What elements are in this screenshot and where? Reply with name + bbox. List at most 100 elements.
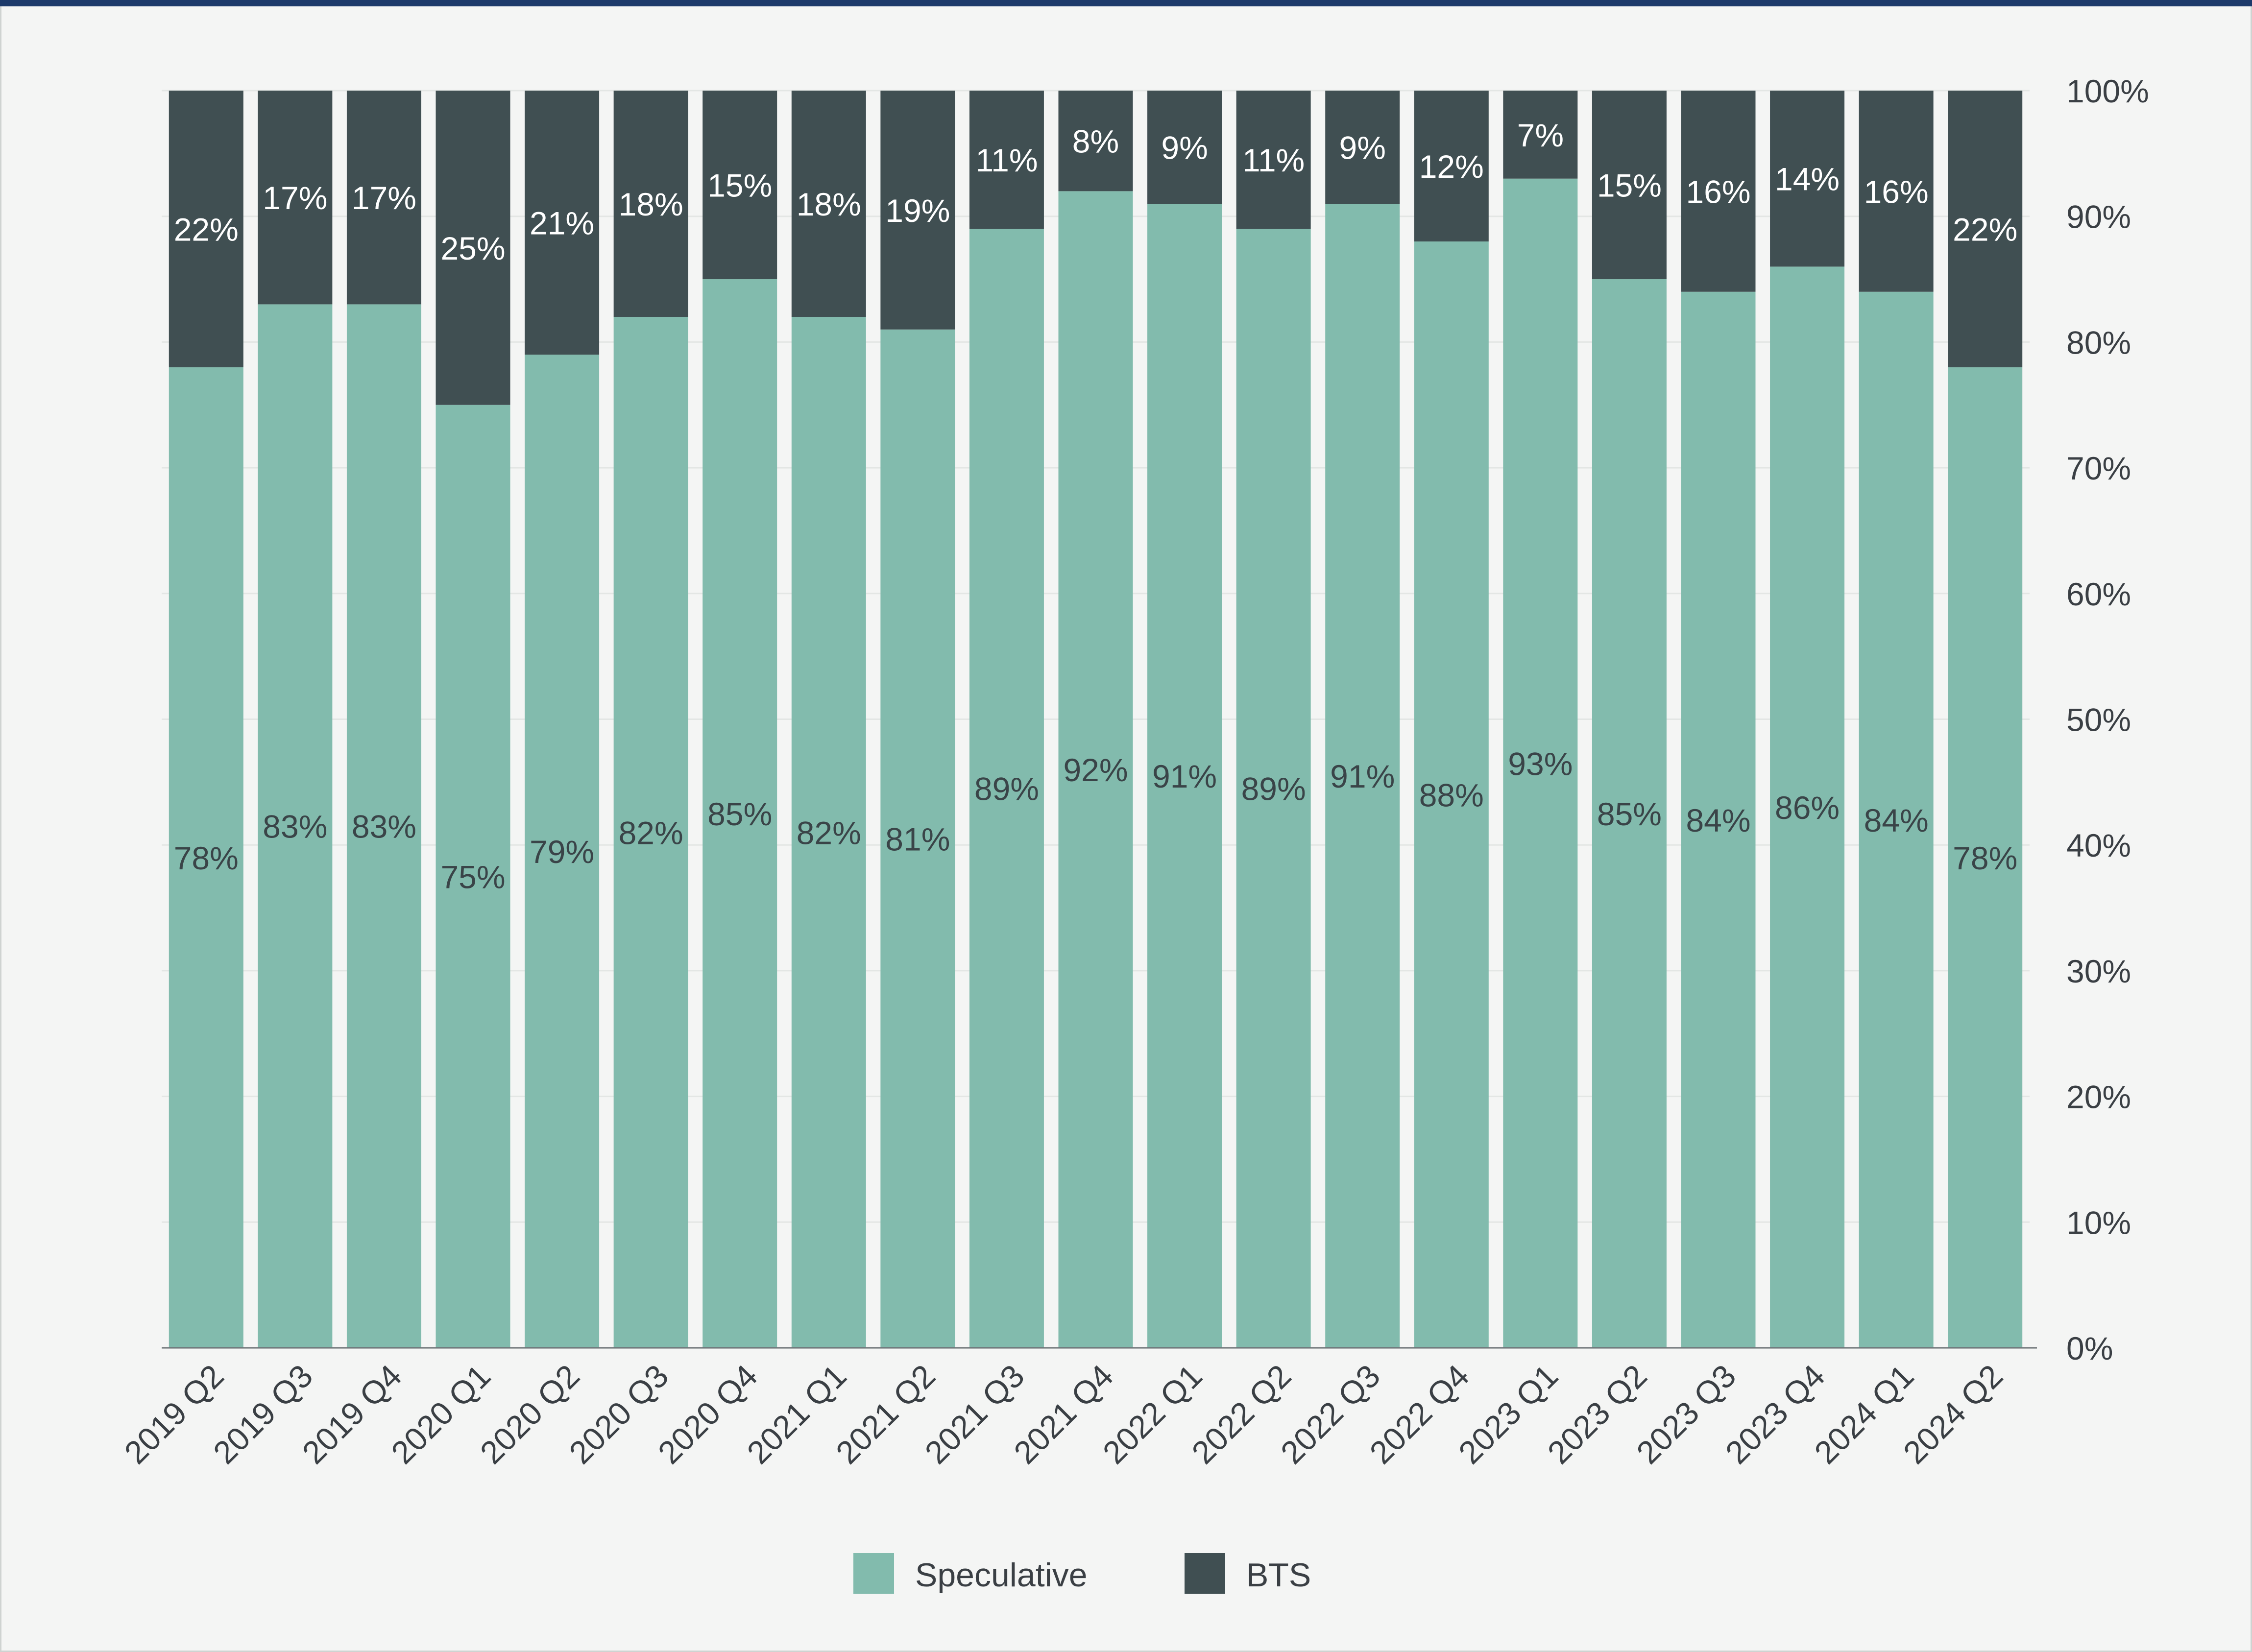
value-label-bts-2023-q3: 16% — [1686, 173, 1750, 210]
bar-bts-2024-q1 — [1859, 91, 1934, 292]
bar-bts-2022-q1 — [1147, 91, 1222, 204]
value-label-speculative-2021-q1: 82% — [797, 815, 861, 851]
x-tick-label: 2022 Q4 — [1362, 1358, 1476, 1471]
bar-speculative-2021-q1 — [791, 317, 866, 1348]
y-tick-label: 30% — [2066, 953, 2131, 989]
bar-bts-2019-q3 — [258, 91, 333, 305]
value-label-speculative-2019-q4: 83% — [352, 809, 416, 845]
bar-speculative-2022-q1 — [1147, 204, 1222, 1348]
value-label-bts-2021-q3: 11% — [975, 142, 1038, 178]
bar-speculative-2022-q3 — [1325, 204, 1400, 1348]
y-tick-label: 10% — [2066, 1204, 2131, 1241]
value-label-bts-2023-q4: 14% — [1775, 161, 1840, 197]
value-label-speculative-2020-q2: 79% — [530, 834, 594, 870]
value-label-speculative-2022-q3: 91% — [1330, 758, 1395, 794]
value-labels-group: 78% 22% 83% 17% 83% 17% 75% 25% 79% 21% 82% 18% 85% 1… — [174, 117, 2018, 895]
bar-bts-2019-q2 — [169, 91, 243, 367]
value-label-bts-2022-q3: 9% — [1339, 130, 1386, 166]
bar-speculative-2023-q4 — [1770, 266, 1845, 1348]
bar-speculative-2019-q3 — [258, 304, 333, 1348]
bar-bts-2021-q1 — [791, 91, 866, 317]
x-tick-label: 2024 Q1 — [1807, 1358, 1920, 1471]
value-label-speculative-2024-q2: 78% — [1953, 840, 2017, 876]
x-tick-label: 2021 Q2 — [829, 1358, 942, 1471]
x-tick-label: 2024 Q2 — [1896, 1358, 2010, 1471]
value-label-speculative-2019-q2: 78% — [174, 840, 239, 876]
y-tick-label: 50% — [2066, 702, 2131, 738]
y-tick-label: 0% — [2066, 1330, 2113, 1366]
x-tick-label: 2022 Q3 — [1274, 1358, 1387, 1471]
value-label-speculative-2023-q3: 84% — [1686, 802, 1750, 838]
bar-speculative-2023-q1 — [1503, 178, 1578, 1348]
value-label-bts-2020-q4: 15% — [707, 168, 772, 204]
x-tick-label: 2022 Q1 — [1096, 1358, 1209, 1471]
bar-bts-2023-q1 — [1503, 91, 1578, 179]
bar-bts-2023-q2 — [1592, 91, 1667, 280]
value-label-speculative-2020-q1: 75% — [440, 859, 505, 895]
x-tick-label: 2019 Q3 — [206, 1358, 319, 1471]
bar-speculative-2019-q4 — [346, 304, 421, 1348]
value-label-bts-2022-q2: 11% — [1242, 142, 1305, 178]
x-tick-label: 2021 Q3 — [918, 1358, 1031, 1471]
bar-speculative-2021-q4 — [1058, 191, 1133, 1348]
x-tick-label: 2019 Q2 — [117, 1358, 230, 1471]
value-label-speculative-2024-q1: 84% — [1864, 802, 1929, 838]
bar-bts-2024-q2 — [1948, 91, 2023, 367]
bar-speculative-2019-q2 — [169, 367, 243, 1348]
x-tick-label: 2023 Q2 — [1540, 1358, 1653, 1471]
bar-speculative-2022-q2 — [1236, 229, 1311, 1348]
top-accent-bar — [0, 0, 2252, 6]
value-label-speculative-2021-q3: 89% — [974, 771, 1039, 807]
value-label-speculative-2022-q1: 91% — [1152, 758, 1217, 794]
value-label-bts-2021-q4: 8% — [1072, 123, 1119, 160]
value-label-bts-2020-q1: 25% — [440, 230, 505, 266]
legend: Speculative BTS — [853, 1553, 1311, 1594]
y-tick-label: 40% — [2066, 827, 2131, 863]
legend-swatch-speculative — [853, 1553, 894, 1594]
x-tick-label: 2020 Q4 — [651, 1358, 764, 1471]
bar-bts-2022-q4 — [1414, 91, 1489, 242]
y-axis-ticks: 0% 10% 20% 30% 40% 50% 60% 70% 80% 90% 100% — [2066, 73, 2149, 1366]
value-label-speculative-2019-q3: 83% — [263, 809, 327, 845]
value-label-bts-2024-q2: 22% — [1953, 211, 2017, 247]
x-tick-label: 2023 Q1 — [1452, 1358, 1565, 1471]
bar-speculative-2023-q2 — [1592, 279, 1667, 1348]
value-label-bts-2023-q1: 7% — [1517, 117, 1564, 153]
bar-bts-2022-q2 — [1236, 91, 1311, 229]
value-label-bts-2019-q4: 17% — [352, 180, 416, 216]
bar-bts-2020-q3 — [613, 91, 688, 317]
value-label-bts-2021-q2: 19% — [885, 192, 950, 229]
bar-bts-2020-q1 — [436, 91, 510, 405]
bar-speculative-2020-q3 — [613, 317, 688, 1348]
legend-label-bts: BTS — [1246, 1556, 1311, 1594]
bar-speculative-2021-q2 — [880, 329, 955, 1348]
value-label-bts-2020-q3: 18% — [619, 186, 683, 222]
value-label-bts-2019-q2: 22% — [174, 211, 239, 247]
y-tick-label: 70% — [2066, 450, 2131, 486]
bar-bts-2021-q2 — [880, 91, 955, 330]
x-tick-label: 2019 Q4 — [295, 1358, 408, 1471]
value-label-speculative-2020-q3: 82% — [619, 815, 683, 851]
x-tick-label: 2022 Q2 — [1185, 1358, 1298, 1471]
bar-speculative-2024-q1 — [1859, 291, 1934, 1348]
bar-speculative-2024-q2 — [1948, 367, 2023, 1348]
value-label-speculative-2023-q1: 93% — [1508, 745, 1573, 782]
y-tick-label: 80% — [2066, 324, 2131, 360]
value-label-bts-2021-q1: 18% — [797, 186, 861, 222]
y-tick-label: 60% — [2066, 576, 2131, 612]
y-tick-label: 100% — [2066, 73, 2149, 109]
value-label-speculative-2022-q4: 88% — [1419, 777, 1484, 814]
bar-bts-2021-q4 — [1058, 91, 1133, 192]
value-label-bts-2023-q2: 15% — [1597, 168, 1662, 204]
value-label-bts-2019-q3: 17% — [263, 180, 327, 216]
bars-group — [169, 91, 2023, 1348]
bar-speculative-2021-q3 — [969, 229, 1044, 1348]
x-tick-label: 2021 Q4 — [1007, 1358, 1120, 1471]
x-tick-label: 2020 Q3 — [562, 1358, 675, 1471]
y-tick-label: 90% — [2066, 199, 2131, 235]
bar-bts-2020-q4 — [702, 91, 777, 280]
value-label-speculative-2023-q4: 86% — [1775, 790, 1840, 826]
